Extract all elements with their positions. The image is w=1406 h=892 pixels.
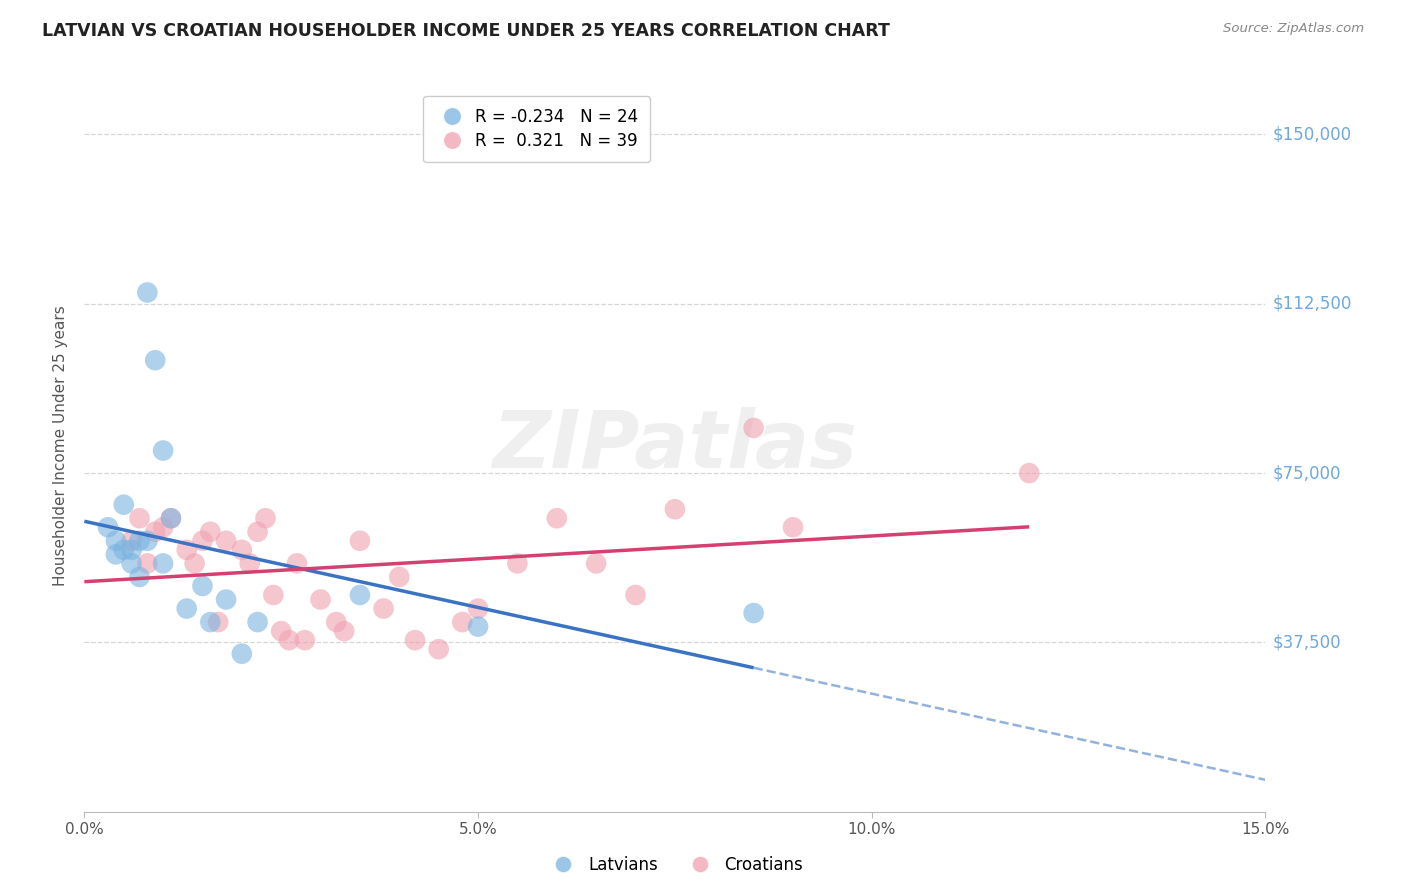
Point xyxy=(325,615,347,629)
Point xyxy=(278,633,301,648)
Point xyxy=(160,511,183,525)
Point xyxy=(183,557,205,571)
Point xyxy=(427,642,450,657)
Point xyxy=(664,502,686,516)
Point xyxy=(585,557,607,571)
Point xyxy=(506,557,529,571)
Point xyxy=(742,606,765,620)
Text: $150,000: $150,000 xyxy=(1272,126,1351,144)
Point xyxy=(782,520,804,534)
Point xyxy=(270,624,292,639)
Point xyxy=(128,511,150,525)
Point xyxy=(239,557,262,571)
Point xyxy=(262,588,284,602)
Point xyxy=(254,511,277,525)
Point xyxy=(231,542,253,557)
Point xyxy=(128,533,150,548)
Point xyxy=(121,557,143,571)
Point xyxy=(104,547,127,561)
Point xyxy=(112,498,135,512)
Point xyxy=(742,421,765,435)
Point xyxy=(404,633,426,648)
Point xyxy=(121,533,143,548)
Point xyxy=(349,533,371,548)
Point xyxy=(215,533,238,548)
Point xyxy=(294,633,316,648)
Point xyxy=(136,557,159,571)
Point xyxy=(467,619,489,633)
Point xyxy=(467,601,489,615)
Text: $37,500: $37,500 xyxy=(1272,633,1341,651)
Point xyxy=(152,520,174,534)
Point xyxy=(546,511,568,525)
Point xyxy=(128,570,150,584)
Point xyxy=(152,557,174,571)
Text: ZIPatlas: ZIPatlas xyxy=(492,407,858,485)
Point xyxy=(231,647,253,661)
Point xyxy=(143,353,166,368)
Point xyxy=(246,524,269,539)
Point xyxy=(176,542,198,557)
Point xyxy=(388,570,411,584)
Point xyxy=(200,615,222,629)
Point xyxy=(152,443,174,458)
Point xyxy=(333,624,356,639)
Text: LATVIAN VS CROATIAN HOUSEHOLDER INCOME UNDER 25 YEARS CORRELATION CHART: LATVIAN VS CROATIAN HOUSEHOLDER INCOME U… xyxy=(42,22,890,40)
Legend: Latvians, Croatians: Latvians, Croatians xyxy=(540,849,810,880)
Point xyxy=(246,615,269,629)
Point xyxy=(285,557,308,571)
Point xyxy=(451,615,474,629)
Point xyxy=(104,533,127,548)
Point xyxy=(373,601,395,615)
Point xyxy=(176,601,198,615)
Point xyxy=(191,533,214,548)
Point xyxy=(160,511,183,525)
Point xyxy=(136,285,159,300)
Point xyxy=(112,542,135,557)
Point xyxy=(309,592,332,607)
Point xyxy=(1018,466,1040,480)
Point xyxy=(136,533,159,548)
Point xyxy=(624,588,647,602)
Text: $75,000: $75,000 xyxy=(1272,464,1341,482)
Point xyxy=(207,615,229,629)
Text: Source: ZipAtlas.com: Source: ZipAtlas.com xyxy=(1223,22,1364,36)
Point xyxy=(215,592,238,607)
Point xyxy=(200,524,222,539)
Point xyxy=(121,542,143,557)
Text: $112,500: $112,500 xyxy=(1272,294,1351,313)
Y-axis label: Householder Income Under 25 years: Householder Income Under 25 years xyxy=(53,306,69,586)
Point xyxy=(97,520,120,534)
Point xyxy=(143,524,166,539)
Point xyxy=(349,588,371,602)
Point xyxy=(191,579,214,593)
